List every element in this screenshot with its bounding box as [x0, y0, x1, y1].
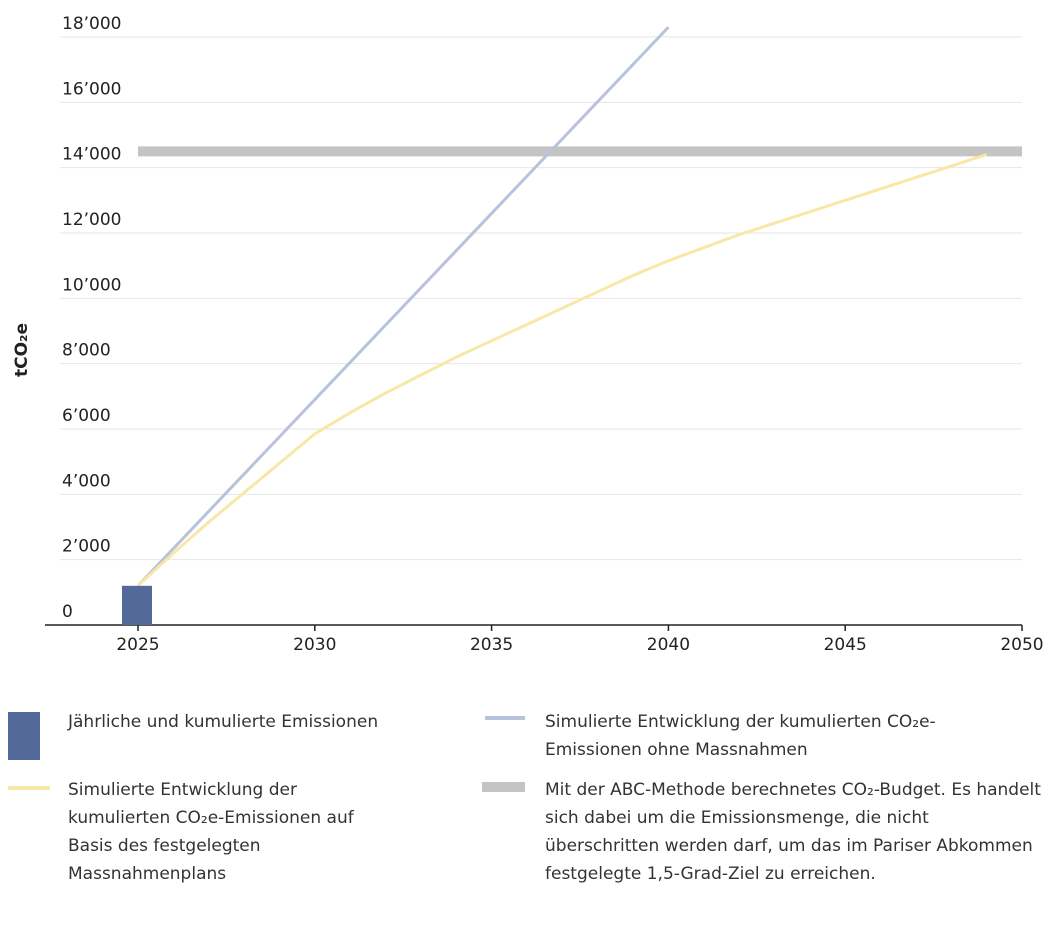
bar — [122, 585, 152, 625]
y-axis-label: tCO₂e — [12, 323, 32, 377]
x-tick-label: 2040 — [647, 635, 690, 655]
x-tick-label: 2045 — [824, 635, 867, 655]
legend-swatch — [8, 712, 40, 760]
legend-swatch — [8, 786, 50, 790]
y-tick-label: 14’000 — [62, 145, 121, 165]
legend-label: Simulierte Entwicklung der kumulierten C… — [68, 780, 354, 884]
legend-swatch — [482, 782, 525, 792]
y-tick-label: 8’000 — [62, 341, 111, 361]
x-tick-label: 2035 — [470, 635, 513, 655]
legend-label: Mit der ABC-Methode berechnetes CO₂-Budg… — [545, 780, 1041, 884]
legend-label: Simulierte Entwicklung der kumulierten C… — [545, 712, 936, 760]
y-tick-label: 2’000 — [62, 537, 111, 557]
y-tick-label: 6’000 — [62, 406, 111, 426]
x-tick-label: 2030 — [293, 635, 336, 655]
legend-label: Jährliche und kumulierte Emissionen — [68, 712, 379, 732]
chart: tCO₂e 0 2’000 4’000 6’000 8’000 10’000 12’000 1… — [12, 14, 1044, 655]
y-tick-label: 10’000 — [62, 275, 121, 295]
legend-swatch — [485, 716, 525, 720]
y-tick-label: 18’000 — [62, 14, 121, 34]
y-tick-label: 4’000 — [62, 471, 111, 491]
line — [136, 153, 988, 587]
y-tick-label: 12’000 — [62, 210, 121, 230]
y-tick-label: 0 — [62, 602, 73, 622]
line — [136, 26, 670, 587]
x-tick-label: 2025 — [116, 635, 159, 655]
y-tick-label: 16’000 — [62, 79, 121, 99]
x-tick-label: 2050 — [1000, 635, 1043, 655]
